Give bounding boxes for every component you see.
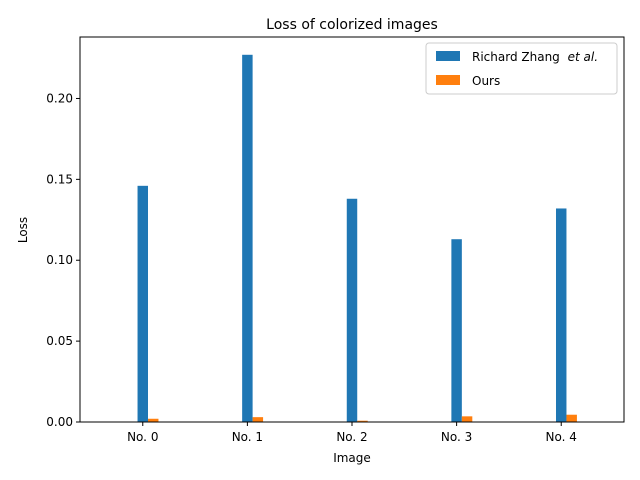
bar-series-0-0 [137,185,148,422]
bar-series-1-0 [148,418,159,422]
plot-frame [79,36,625,423]
bar-series-0-4 [556,208,567,422]
x-axis-label: Image [333,451,371,465]
x-tick-label-0: No. 0 [127,430,158,444]
x-axis: No. 0 No. 1 No. 2 No. 3 No. 4 [127,422,577,444]
legend-label-series-0-name: Richard Zhang [472,50,560,64]
y-tick-label-1: 0.05 [46,334,73,348]
y-tick-label-4: 0.20 [46,91,73,105]
x-tick-label-4: No. 4 [546,430,577,444]
legend: Richard Zhang et al. Ours [425,42,618,95]
legend-swatch-series-0 [436,51,460,61]
y-axis-label: Loss [16,217,30,243]
legend-label-series-0: Richard Zhang et al. [472,50,598,64]
chart-title: Loss of colorized images [266,17,438,33]
bar-series-1-3 [461,416,473,422]
legend-box [425,42,618,95]
x-tick-label-3: No. 3 [441,430,472,444]
bar-series-0-2 [346,198,358,422]
y-tick-label-3: 0.15 [46,172,73,186]
bar-series-0-3 [451,239,462,422]
bar-series-0-1 [242,54,253,422]
legend-swatch-series-1 [436,75,460,85]
y-tick-label-0: 0.00 [46,415,73,429]
legend-label-series-1: Ours [472,74,500,88]
bar-series-1-2 [357,420,368,422]
bars-group [137,54,577,422]
x-tick-label-2: No. 2 [336,430,367,444]
bar-series-1-1 [252,417,264,422]
y-tick-label-2: 0.10 [46,253,73,267]
x-tick-label-1: No. 1 [232,430,263,444]
y-axis: 0.00 0.05 0.10 0.15 0.20 [46,91,80,429]
legend-label-series-0-suffix: et al. [568,50,598,64]
bar-series-1-4 [566,414,577,422]
